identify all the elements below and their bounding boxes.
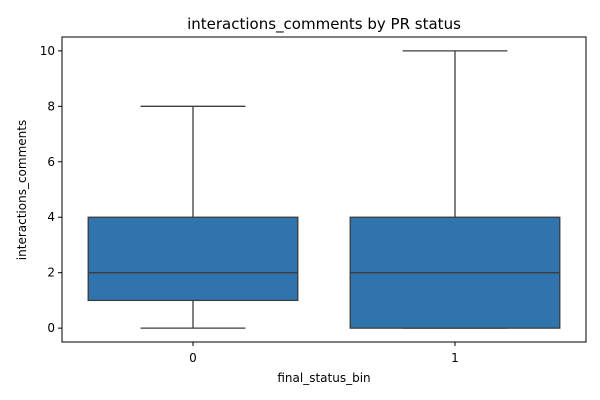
plot-area-frame xyxy=(61,36,587,343)
box-group-0 xyxy=(87,105,299,329)
x-tick-label: 0 xyxy=(189,351,197,365)
x-axis-label: final_status_bin xyxy=(277,371,370,385)
y-tick-label: 2 xyxy=(47,266,55,280)
chart-title: interactions_comments by PR status xyxy=(187,15,461,34)
x-tick-label: 1 xyxy=(451,351,459,365)
y-tick-label: 8 xyxy=(47,99,55,113)
y-tick-label: 0 xyxy=(47,321,55,335)
iqr-box xyxy=(87,216,299,302)
y-tick-label: 4 xyxy=(47,210,55,224)
y-axis-label: interactions_comments xyxy=(15,120,29,260)
y-tick-label: 10 xyxy=(40,44,55,58)
y-tick-label: 6 xyxy=(47,155,55,169)
box-group-1 xyxy=(349,50,561,329)
